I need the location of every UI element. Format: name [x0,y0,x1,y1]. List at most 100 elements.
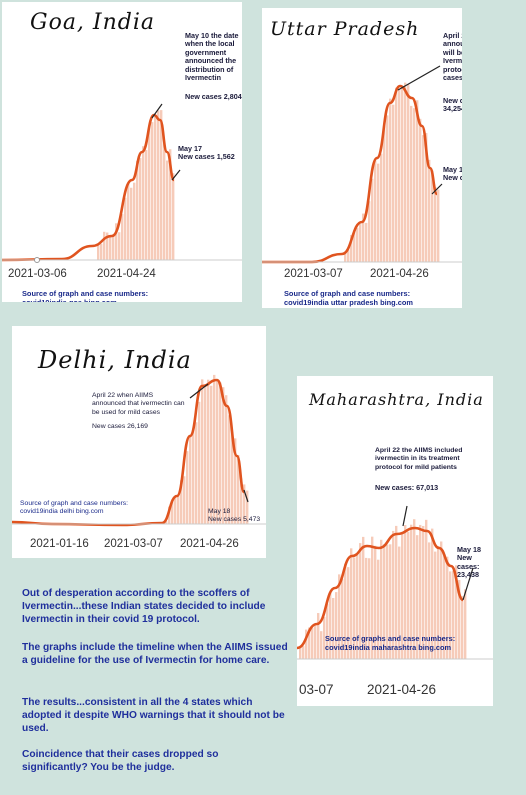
up-bar [383,125,386,262]
mh-bar [377,559,380,659]
up-case-line [262,84,439,264]
mh-bar [455,565,458,659]
mh-bar [365,557,368,659]
mh-bar [386,544,389,659]
goa-bar [115,223,118,260]
delhi-source: Source of graph and case numbers: covid1… [20,500,129,515]
mh-bar [374,545,377,659]
goa-case-line [2,113,176,262]
mh-bar [338,574,341,659]
up-bar [434,187,437,262]
up-bar [392,104,395,263]
mh-bar [308,627,311,659]
delhi-bar [189,435,192,524]
up-tick-1: 2021-03-07 [284,268,343,280]
delhi-bar [207,379,210,524]
maharashtra-peak-note: New cases: 67,013 [375,483,439,492]
mh-bar [302,645,305,659]
delhi-bar [192,428,195,524]
up-bar [437,189,440,262]
up-bar [347,250,350,262]
goa-bar [136,160,139,260]
delhi-bar [171,500,174,524]
mh-bar [425,519,428,659]
goa-tick-2: 2021-04-24 [97,268,156,280]
goa-bar [169,149,172,260]
caption-paragraph-1: Out of desperation according to the scof… [22,588,266,625]
delhi-bar [177,496,180,524]
mh-bar [404,525,407,659]
goa-bar [157,110,160,260]
up-bar [422,135,425,262]
mh-bar [353,557,356,659]
mh-bar [326,603,329,659]
up-bar [389,98,392,262]
goa-after-note: May 17 New cases 1,562 [178,144,235,162]
mh-bar [458,580,461,659]
delhi-bar [222,387,225,524]
goa-bar [139,158,142,260]
mh-bar [428,542,431,659]
mh-bar [368,558,371,659]
mh-bar [449,571,452,659]
mh-bar [452,570,455,659]
up-bar [428,159,431,262]
delhi-bar [228,415,231,524]
goa-bar [160,110,163,261]
delhi-bar [201,379,204,524]
up-bar [425,133,428,262]
mh-bar [440,541,443,659]
goa-bar [118,232,121,260]
mh-bar [380,539,383,659]
goa-annotation-arrow-2 [171,169,181,181]
maharashtra-chart [297,505,493,660]
goa-title: Goa, India [30,10,156,35]
mh-bar [350,548,353,659]
mh-bar [416,535,419,659]
mh-bar [407,531,410,659]
mh-bar [464,589,467,659]
maharashtra-tick-2: 2021-04-26 [367,682,437,697]
up-bar [416,100,419,262]
goa-annotation-arrow-1 [151,103,163,119]
delhi-bar [225,395,228,524]
delhi-annotation-arrow-2 [243,489,249,503]
maharashtra-annotation-arrow-1 [402,505,408,527]
goa-bar [97,244,100,260]
up-bars [344,82,440,263]
goa-tick-1: 2021-03-06 [8,268,67,280]
delhi-bar [210,385,213,524]
delhi-bar [204,385,207,524]
delhi-case-line [12,378,246,527]
mh-bar [335,592,338,659]
maharashtra-after-note: May 18 New cases: 23,438 [457,545,481,580]
goa-bar [103,231,106,260]
mh-bar [317,613,320,659]
delhi-bar [243,484,246,524]
up-bar [353,230,356,262]
goa-bar [151,122,154,260]
mh-bar [446,556,449,659]
delhi-bar [234,438,237,524]
goa-bar [130,187,133,260]
up-peak-note: New cases 34,254 [443,96,462,114]
up-bar [368,201,371,262]
maharashtra-source: Source of graphs and case numbers: covid… [325,634,456,652]
up-bar [344,252,347,262]
up-annotation-arrow-2 [431,183,443,195]
delhi-bar [213,374,216,524]
up-announce-note: April 22 when AIIMS announced that they … [443,31,462,83]
goa-bar [142,146,145,260]
up-panel: Uttar Pradesh April 22 when AIIMS announ… [262,8,462,308]
up-bar [410,105,413,262]
delhi-bar [180,480,183,524]
mh-bar [395,525,398,659]
mh-bar [362,536,365,659]
caption-paragraph-2: The graphs include the timeline when the… [22,642,288,666]
up-chart [262,65,462,264]
delhi-peak-note: New cases 26,169 [92,423,148,430]
up-bar [398,88,401,263]
up-bar [386,115,389,262]
delhi-bar [246,490,249,524]
up-bar [380,153,383,262]
